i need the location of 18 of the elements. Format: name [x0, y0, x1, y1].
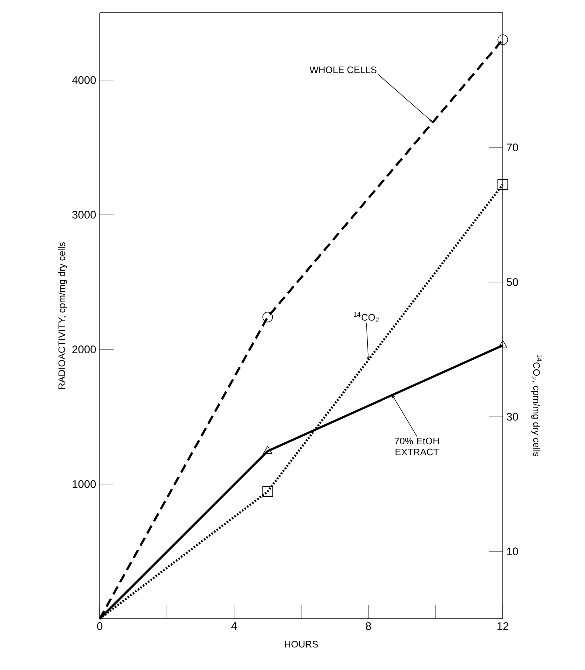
y2-tick-label: 70	[507, 144, 518, 152]
x-tick-label: 0	[97, 622, 103, 630]
x-tick-label: 8	[366, 622, 372, 630]
y2-tick-label: 10	[507, 548, 518, 556]
x-tick-label: 12	[498, 622, 509, 630]
y2-axis-title: $^{14}$CO$_{2}$, cpm/mg dry cells	[532, 354, 542, 457]
y-tick-label: 2000	[72, 346, 96, 354]
y-tick-label: 4000	[72, 76, 96, 84]
y-tick-label: 1000	[72, 480, 96, 488]
x-axis-title: HOURS	[285, 641, 318, 648]
annotation: $^{14}$CO$_{2}$	[354, 312, 379, 322]
annotation: 70% EtOH EXTRACT	[395, 438, 440, 456]
y-axis-title: RADIOACTIVITY, cpm/mg dry cells	[58, 242, 68, 390]
y-tick-label: 3000	[72, 211, 96, 219]
y2-tick-label: 30	[506, 413, 518, 421]
x-tick-label: 4	[232, 622, 238, 630]
annotation: WHOLE CELLS	[310, 66, 377, 74]
y2-tick-label: 50	[506, 278, 518, 286]
